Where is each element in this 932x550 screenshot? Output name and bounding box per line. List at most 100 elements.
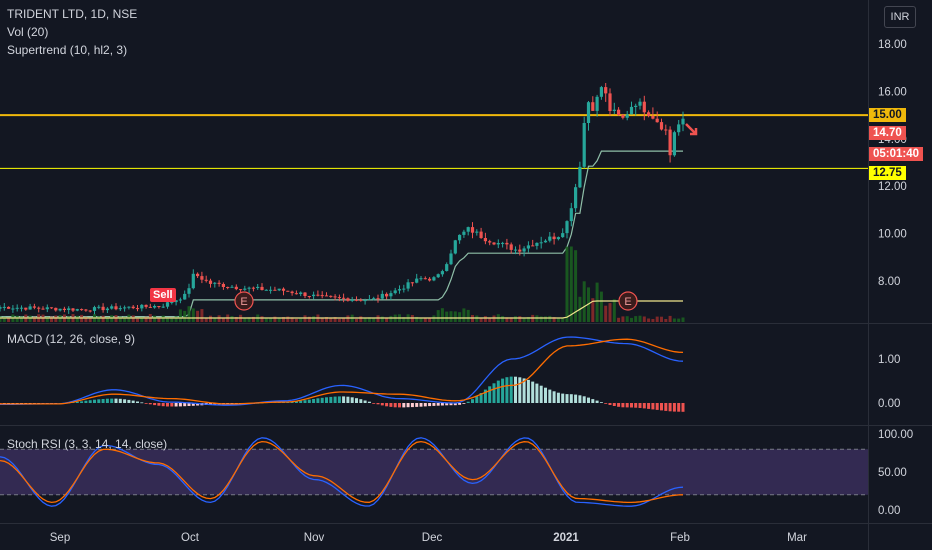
macd-histogram-bar: [432, 403, 436, 406]
candle-body: [591, 102, 595, 111]
candle-body: [37, 307, 41, 309]
candle-body: [191, 273, 195, 289]
candle-body: [513, 249, 518, 251]
candle-body: [475, 231, 479, 233]
candle-body: [367, 299, 371, 300]
volume-bar: [312, 316, 316, 322]
volume-bar: [209, 315, 212, 322]
volume-bar: [501, 316, 505, 322]
macd-histogram-bar: [372, 403, 376, 404]
supertrend-legend[interactable]: Supertrend (10, hl2, 3): [7, 43, 128, 57]
macd-legend[interactable]: MACD (12, 26, close, 9): [7, 332, 136, 346]
candle-body: [677, 124, 681, 133]
macd-histogram-bar: [337, 396, 341, 403]
sell-signal-label[interactable]: Sell: [150, 288, 176, 302]
candle-body: [178, 299, 182, 301]
candle-body: [432, 277, 436, 281]
candle-body: [586, 102, 591, 123]
macd-histogram-bar: [582, 396, 586, 403]
price-axis-label: 18.00: [878, 39, 907, 51]
volume-bar: [367, 317, 371, 322]
stochrsi-legend[interactable]: Stoch RSI (3, 3, 14, 14, close): [7, 437, 168, 451]
macd-histogram-bar: [453, 403, 457, 406]
time-axis-label: 2021: [553, 532, 579, 544]
candle-body: [346, 298, 350, 301]
macd-histogram-bar: [127, 399, 131, 403]
volume-bar: [436, 310, 440, 322]
volume-bar: [299, 318, 303, 322]
time-axis-label: Feb: [670, 532, 690, 544]
volume-bar: [479, 317, 483, 322]
candle-body: [131, 306, 135, 309]
candle-body: [101, 306, 105, 311]
volume-bar: [118, 316, 122, 322]
candle-body: [561, 233, 565, 238]
macd-histogram-bar: [436, 403, 440, 406]
down-arrow-icon: [685, 123, 698, 136]
price-axis-label: 10.00: [878, 229, 907, 241]
volume-bar: [625, 316, 629, 322]
candle-body: [144, 304, 148, 307]
candle-body: [324, 295, 329, 297]
macd-histogram-bar: [166, 403, 169, 407]
volume-bar: [20, 316, 23, 322]
macd-histogram-bar: [505, 377, 509, 403]
volume-bar: [612, 299, 616, 322]
candle-body: [45, 307, 49, 310]
macd-histogram-bar: [114, 398, 118, 403]
volume-bar: [97, 316, 101, 322]
stoch-rsi-axis-label: 0.00: [878, 505, 900, 517]
stoch-rsi-k-line: [0, 437, 684, 507]
volume-bar: [282, 317, 285, 322]
volume-bar: [423, 317, 427, 322]
candle-body: [217, 282, 221, 284]
candle-body: [204, 279, 208, 281]
volume-bar: [522, 318, 526, 322]
candle-body: [329, 295, 333, 297]
macd-histogram-bar: [97, 399, 101, 403]
volume-legend[interactable]: Vol (20): [7, 25, 49, 39]
volume-bar: [101, 315, 105, 322]
volume-bar: [621, 316, 625, 322]
macd-histogram-bar: [187, 403, 191, 406]
volume-bar: [234, 317, 238, 322]
volume-bar: [565, 246, 569, 322]
candle-body: [234, 286, 238, 290]
volume-bar: [84, 316, 88, 322]
volume-bar: [582, 281, 586, 322]
candle-body: [354, 299, 359, 301]
macd-histogram-bar: [445, 403, 449, 406]
candle-body: [140, 304, 144, 309]
macd-histogram-bar: [402, 403, 406, 408]
candle-body: [320, 295, 324, 297]
price-axis-label: 12.00: [878, 181, 907, 193]
candle-body: [110, 306, 114, 309]
volume-bar: [535, 315, 539, 322]
price-axis-label: 8.00: [878, 276, 900, 288]
volume-bar: [269, 318, 273, 322]
symbol-legend[interactable]: TRIDENT LTD, 1D, NSE: [7, 7, 138, 21]
volume-bar: [617, 317, 621, 322]
candle-body: [230, 286, 234, 288]
macd-histogram-bar: [479, 393, 483, 403]
macd-histogram-bar: [174, 403, 178, 407]
candle-body: [0, 307, 2, 309]
time-axis-label: Nov: [304, 532, 325, 544]
volume-bar: [672, 318, 676, 322]
macd-histogram-bar: [621, 403, 625, 408]
candle-body: [651, 116, 655, 119]
currency-button[interactable]: INR: [884, 6, 916, 28]
macd-histogram-bar: [672, 403, 676, 412]
macd-signal-line: [0, 338, 684, 405]
macd-histogram-bar: [599, 402, 603, 403]
macd-histogram-bar: [492, 383, 496, 403]
volume-bar: [50, 316, 53, 322]
candle-body: [62, 308, 66, 310]
macd-histogram-bar: [410, 403, 414, 408]
macd-histogram-bar: [544, 387, 547, 403]
macd-histogram-bar: [595, 400, 599, 403]
macd-histogram-bar: [587, 397, 590, 403]
candle-body: [419, 278, 423, 280]
volume-bar: [294, 318, 298, 322]
